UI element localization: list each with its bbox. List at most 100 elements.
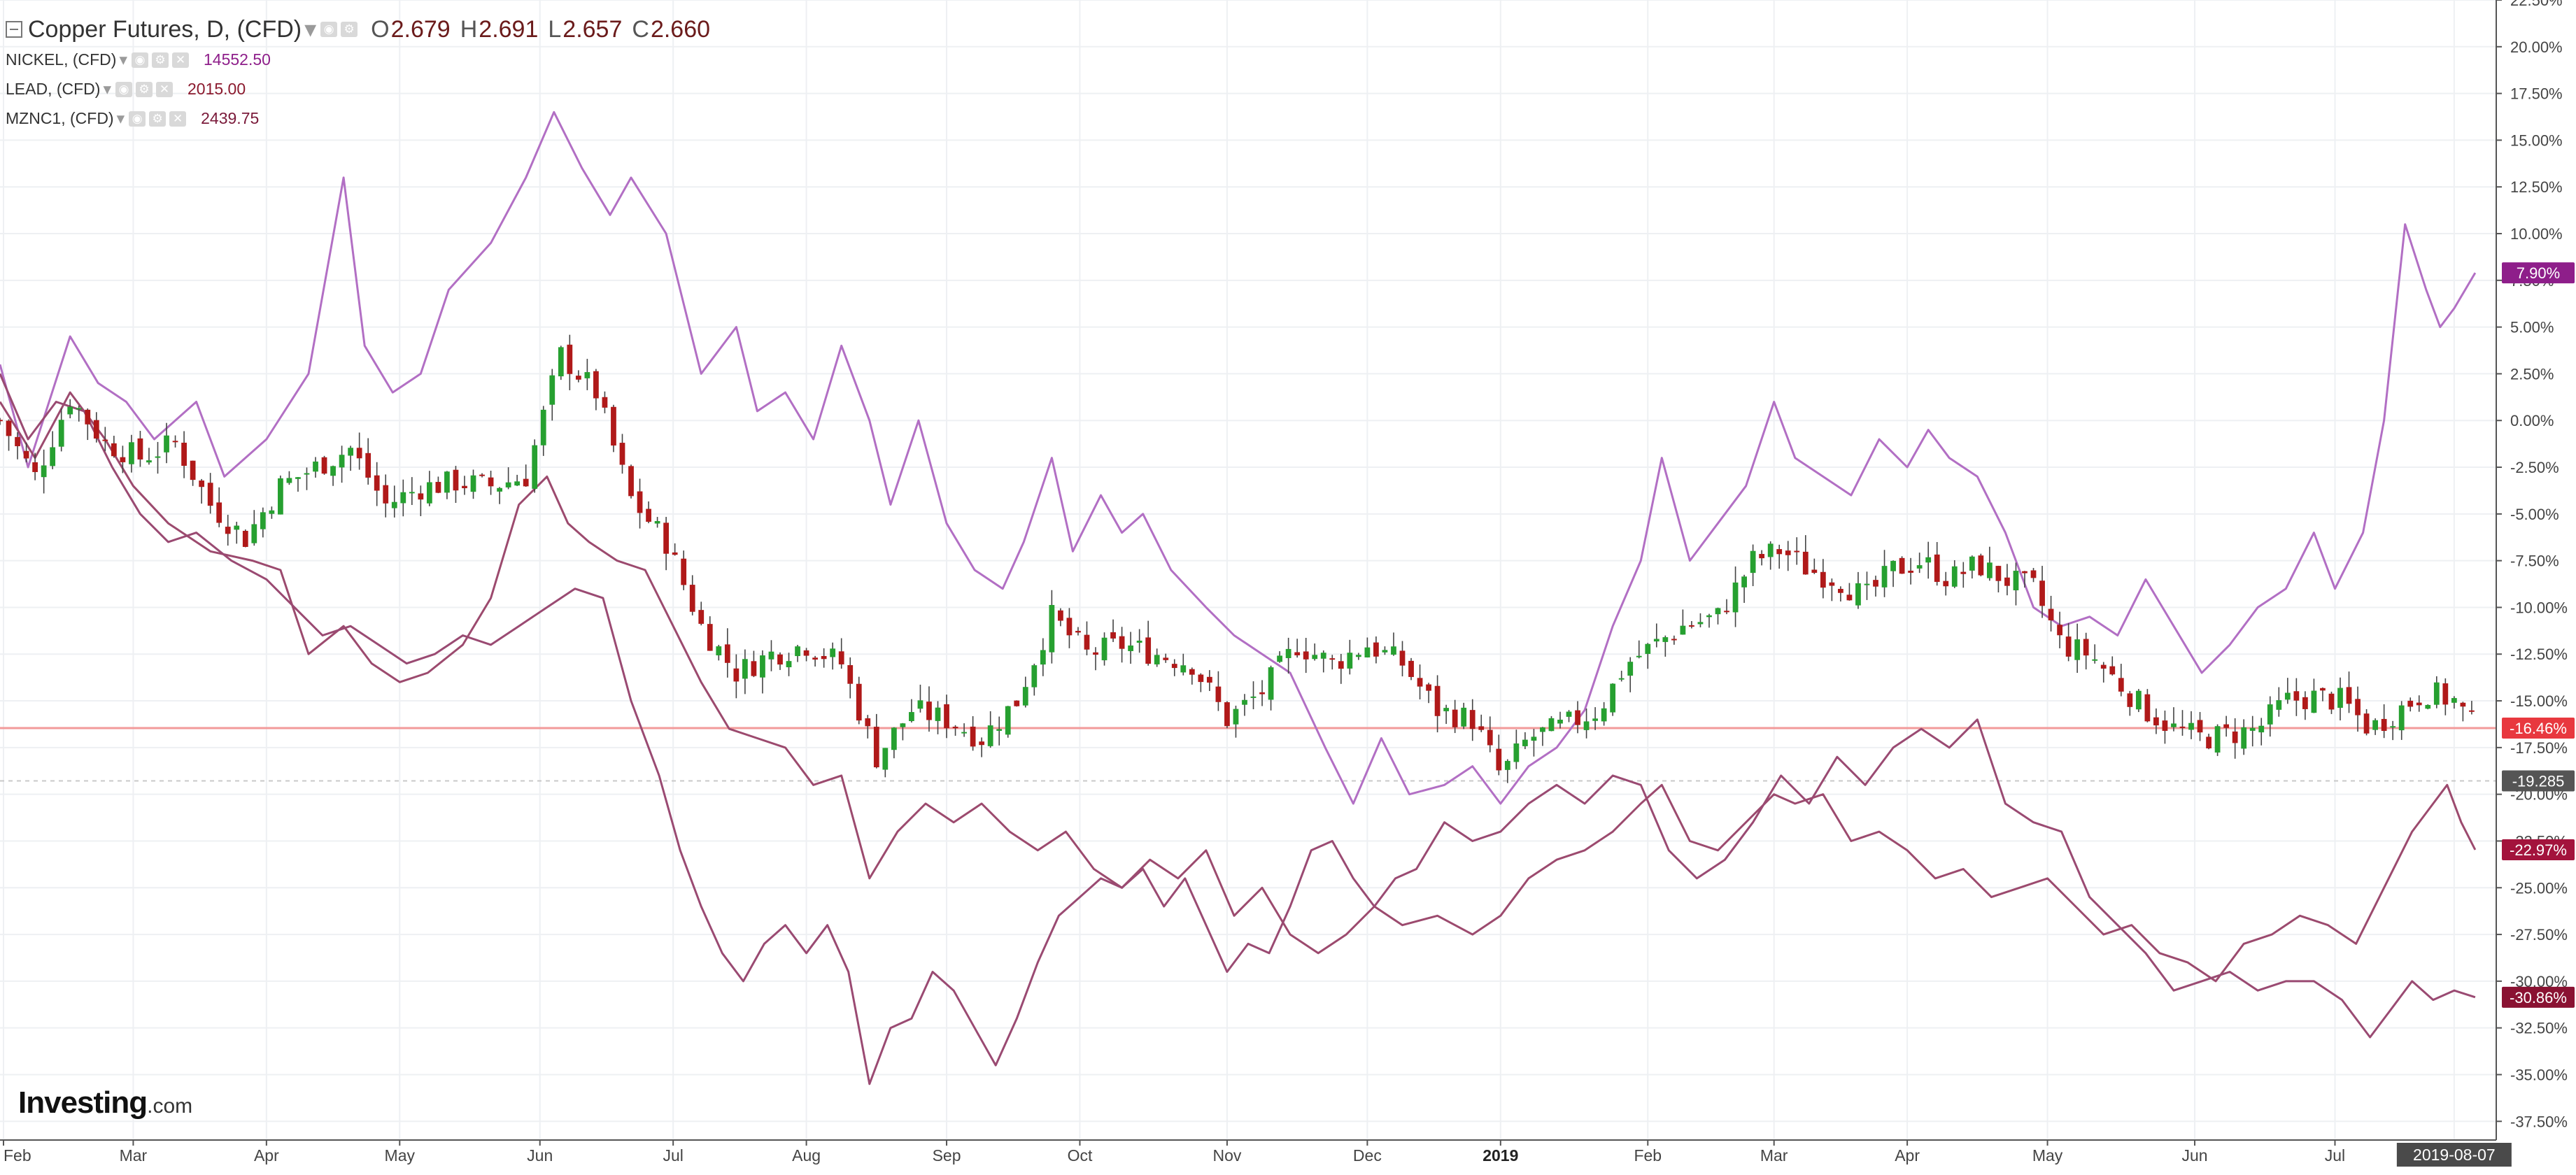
candle-body: [1364, 647, 1371, 657]
ohlc-open-label: O: [371, 15, 390, 43]
candle: [278, 475, 283, 515]
candle-body: [1513, 743, 1520, 762]
close-icon[interactable]: ✕: [172, 52, 189, 68]
candle-body: [1855, 583, 1861, 606]
candle-body: [1540, 727, 1545, 732]
gear-icon[interactable]: ⚙: [136, 81, 153, 97]
close-icon[interactable]: ✕: [169, 111, 187, 127]
candle: [672, 543, 678, 556]
candle: [1750, 544, 1756, 587]
candle-body: [2381, 718, 2387, 731]
candle-body: [1776, 549, 1783, 555]
gear-icon[interactable]: ⚙: [149, 111, 167, 127]
candle: [856, 676, 862, 725]
candle: [1461, 702, 1467, 729]
y-tick-label: 12.50%: [2510, 178, 2563, 196]
candle-body: [321, 457, 327, 474]
chevron-down-icon[interactable]: ▾: [304, 16, 317, 43]
eye-icon[interactable]: ◉: [320, 22, 338, 37]
candle: [462, 476, 467, 495]
candle-body: [742, 659, 748, 679]
eye-icon[interactable]: ◉: [132, 52, 148, 68]
candle-body: [1294, 652, 1301, 655]
candle: [1014, 700, 1020, 707]
candle: [1224, 701, 1230, 729]
candle: [76, 405, 82, 422]
candle-body: [1443, 708, 1450, 711]
candle-body: [1215, 686, 1222, 702]
gear-icon[interactable]: ⚙: [152, 52, 169, 68]
candle: [435, 476, 441, 494]
candle-body: [1811, 569, 1818, 574]
candle: [1250, 681, 1257, 710]
candle: [1960, 562, 1967, 588]
chevron-down-icon[interactable]: ▾: [103, 80, 111, 98]
candle-body: [497, 487, 502, 492]
y-value-badge: [2502, 262, 2575, 284]
y-tick-label: -5.00%: [2510, 506, 2559, 523]
eye-icon[interactable]: ◉: [115, 81, 132, 97]
chevron-down-icon[interactable]: ▾: [116, 109, 125, 127]
x-tick-label: Sep: [933, 1146, 961, 1165]
candle-body: [1925, 557, 1932, 563]
y-tick-label: -17.50%: [2510, 739, 2568, 757]
candle: [1697, 613, 1704, 627]
candle-body: [67, 406, 73, 415]
candle: [628, 464, 634, 499]
chevron-down-icon[interactable]: ▾: [119, 50, 127, 69]
candle-body: [1557, 719, 1563, 724]
candle: [1890, 560, 1896, 588]
candle-body: [0, 420, 3, 422]
candle: [1093, 647, 1098, 671]
candle-body: [2241, 727, 2247, 749]
candle: [1478, 714, 1485, 732]
candle: [2355, 686, 2361, 732]
candle-body: [1802, 551, 1809, 575]
candle-body: [462, 485, 467, 489]
candle-body: [111, 443, 117, 457]
candle: [269, 506, 275, 519]
candle-body: [2346, 687, 2352, 704]
candle: [1540, 727, 1545, 746]
candle-body: [374, 475, 380, 491]
candle: [944, 695, 949, 739]
candle: [1575, 701, 1580, 734]
collapse-icon[interactable]: [6, 21, 22, 38]
y-axis-panel: [2496, 0, 2576, 1172]
candle: [1469, 699, 1475, 741]
candle: [2083, 632, 2089, 670]
candle-body: [1066, 618, 1073, 636]
candle: [593, 369, 599, 411]
candle-layer[interactable]: [0, 334, 2475, 783]
candle-body: [2039, 581, 2045, 606]
close-icon[interactable]: ✕: [156, 81, 173, 97]
candle: [1338, 653, 1344, 684]
candle: [85, 408, 91, 441]
reference-lines: [0, 727, 2496, 782]
candle: [2022, 571, 2027, 588]
eye-icon[interactable]: ◉: [129, 111, 146, 127]
candle-body: [2425, 704, 2431, 709]
candle-body: [1750, 550, 1756, 574]
candle-body: [426, 482, 432, 504]
candle-body: [488, 477, 494, 487]
candle: [873, 713, 879, 769]
candle-body: [1881, 566, 1888, 588]
y-tick-label: -7.50%: [2510, 553, 2559, 570]
candle: [1242, 694, 1247, 716]
candle: [996, 716, 1003, 746]
gear-icon[interactable]: ⚙: [341, 22, 358, 37]
candle: [1347, 639, 1353, 675]
candle-body: [2057, 625, 2062, 636]
candle-body: [216, 502, 222, 523]
candle-body: [295, 477, 301, 479]
candle: [1355, 653, 1361, 660]
candle: [470, 469, 476, 499]
candle: [1978, 553, 1984, 577]
candle-body: [1531, 736, 1537, 741]
candle-body: [85, 409, 91, 425]
candle-body: [1794, 550, 1800, 553]
x-tick-label: Mar: [120, 1146, 148, 1165]
